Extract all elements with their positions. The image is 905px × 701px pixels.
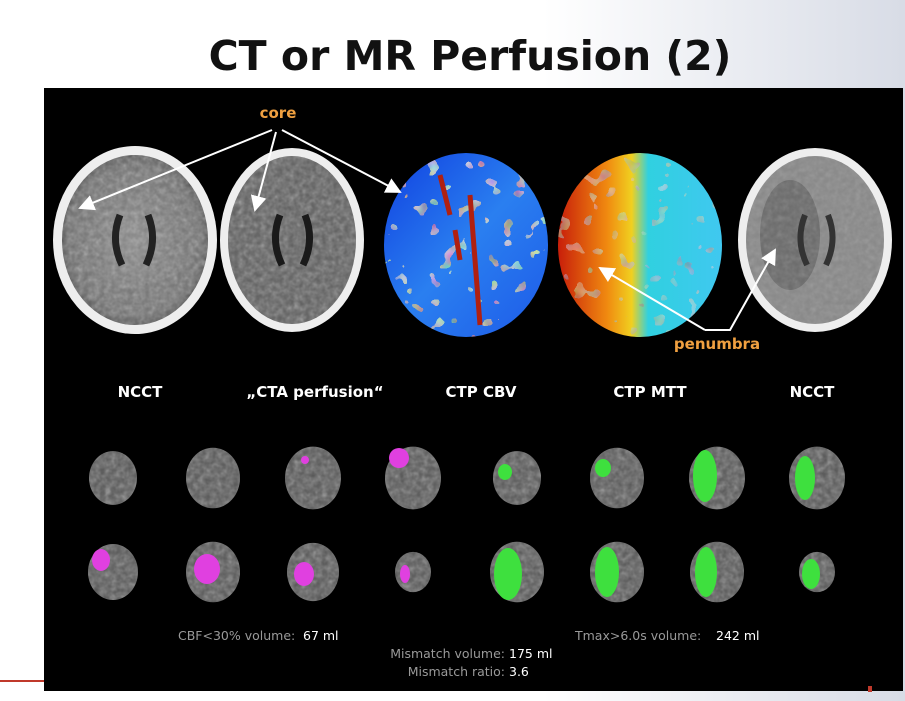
stat-value: 67 ml — [303, 628, 339, 643]
thumbnail — [395, 551, 431, 593]
thumbnail — [789, 446, 845, 510]
thumbnail — [490, 541, 544, 603]
annotation-penumbra: penumbra — [674, 335, 760, 353]
thumbnail — [287, 542, 339, 602]
brain-cbv — [384, 153, 548, 337]
brain-cta — [220, 148, 364, 332]
slide-title: CT or MR Perfusion (2) — [209, 32, 732, 80]
thumbnail — [285, 446, 341, 510]
thumbnail — [690, 541, 744, 603]
thumbnail — [590, 541, 644, 603]
core-arrows — [78, 129, 402, 212]
caption: „CTA perfusion“ — [246, 383, 383, 401]
thumbnail — [689, 446, 745, 510]
stat-label: Mismatch ratio: — [408, 664, 505, 679]
caption: NCCT — [118, 383, 164, 401]
thumbnail — [186, 541, 240, 603]
thumbnail — [493, 451, 541, 505]
stat-label: Mismatch volume: — [390, 646, 505, 661]
thumbnail — [186, 447, 240, 509]
stat-value: 3.6 — [509, 664, 529, 679]
annotation-core: core — [260, 104, 297, 122]
perfusion-thumbnails — [88, 446, 845, 603]
penumbra-arrows — [598, 248, 776, 331]
thumbnail — [799, 551, 835, 593]
stat-value: 242 ml — [716, 628, 759, 643]
brain-ncct-followup — [738, 148, 892, 332]
caption: NCCT — [790, 383, 836, 401]
stat-label: CBF<30% volume: — [178, 628, 295, 643]
brain-ncct — [53, 146, 217, 334]
thumbnail — [89, 451, 137, 505]
thumbnail — [385, 446, 441, 510]
caption: CTP MTT — [613, 383, 687, 401]
stat-value: 175 ml — [509, 646, 552, 661]
stat-label: Tmax>6.0s volume: — [574, 628, 701, 643]
thumbnail — [590, 447, 644, 509]
brain-mtt — [558, 153, 722, 337]
caption: CTP CBV — [446, 383, 517, 401]
accent-mark — [868, 686, 872, 692]
thumbnail — [88, 544, 138, 600]
